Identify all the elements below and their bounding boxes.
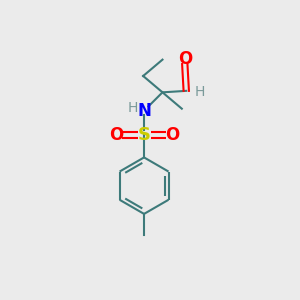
Text: S: S — [138, 126, 151, 144]
Text: O: O — [165, 126, 179, 144]
Text: O: O — [109, 126, 123, 144]
Text: H: H — [128, 101, 138, 115]
Text: H: H — [194, 85, 205, 99]
Text: O: O — [178, 50, 192, 68]
Text: N: N — [137, 102, 151, 120]
